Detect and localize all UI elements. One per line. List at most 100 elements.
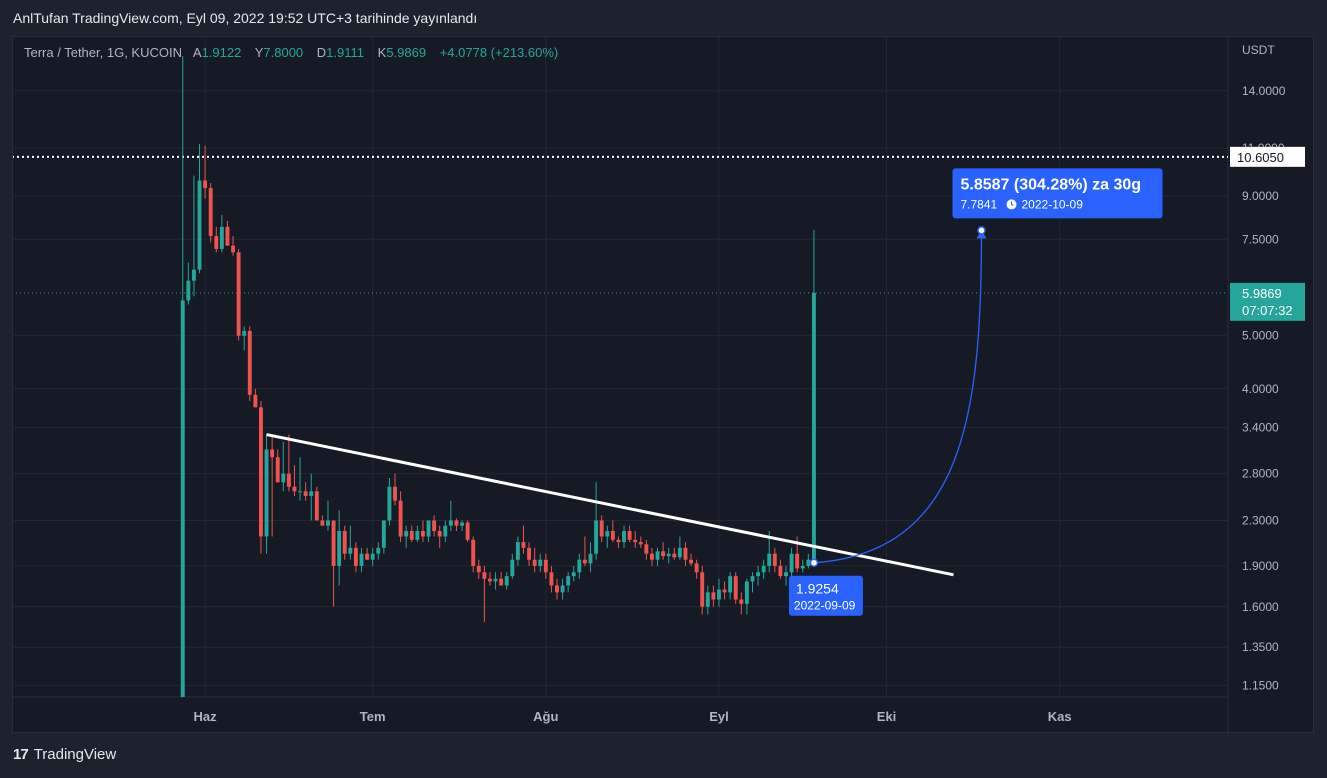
candle-body: [208, 188, 213, 237]
candle-body: [180, 300, 185, 697]
candle-body: [594, 520, 599, 554]
x-tick-label: Haz: [194, 709, 218, 724]
candle-body: [627, 531, 632, 540]
candle-body: [711, 592, 716, 600]
candle-body: [460, 522, 464, 526]
candle-body: [309, 491, 314, 496]
publish-caption: AnlTufan TradingView.com, Eyl 09, 2022 1…: [13, 10, 478, 26]
candle-body: [286, 473, 291, 487]
candle-body: [393, 486, 397, 501]
projection-start-date: 2022-09-09: [794, 599, 856, 613]
plot-area: [13, 56, 1228, 697]
candle-body: [303, 491, 308, 496]
candle-body: [376, 547, 381, 554]
projection-start-value: 1.9254: [796, 581, 839, 597]
y-tick-label: 14.0000: [1242, 84, 1286, 98]
current-price-value: 5.9869: [1242, 286, 1282, 301]
candle-body: [521, 542, 526, 548]
candle-body: [750, 576, 755, 582]
candle-body: [756, 572, 761, 577]
candle-body: [577, 559, 582, 573]
candle-body: [203, 180, 208, 189]
candle-body: [437, 531, 442, 537]
candle-body: [588, 553, 593, 564]
x-tick-label: Eyl: [709, 709, 729, 724]
candle-body: [476, 565, 481, 573]
candle-body: [638, 542, 643, 545]
candle-body: [443, 525, 448, 537]
candle-body: [649, 553, 654, 560]
candle-body: [784, 572, 788, 577]
candle-body: [644, 544, 649, 554]
legend-symbol: Terra / Tether, 1G, KUCOIN: [24, 45, 182, 60]
candle-body: [622, 531, 626, 543]
candle-body: [197, 180, 202, 270]
candle-body: [448, 520, 453, 526]
chart-legend: Terra / Tether, 1G, KUCOIN A1.9122 Y7.80…: [24, 45, 568, 60]
price-level-tag-text: 10.6050: [1237, 150, 1284, 165]
candle-body: [555, 585, 559, 593]
candle-body: [359, 553, 364, 566]
x-tick-label: Eki: [877, 709, 897, 724]
legend-high-label: Y: [254, 45, 264, 60]
projection-start-box: [788, 575, 863, 616]
y-tick-label: 1.1500: [1242, 678, 1279, 692]
y-tick-label: 3.4000: [1242, 420, 1279, 434]
candle-body: [320, 520, 325, 526]
candle-body: [281, 473, 286, 483]
candle-body: [231, 245, 235, 253]
y-tick-label: 4.0000: [1242, 382, 1279, 396]
y-tick-label: 9.0000: [1242, 189, 1279, 203]
candle-body: [767, 553, 772, 566]
x-tick-label: Kas: [1048, 709, 1072, 724]
projection-box-date: 2022-10-09: [1022, 197, 1084, 211]
tradingview-brand[interactable]: 17 TradingView: [13, 746, 116, 763]
candle-body: [744, 581, 749, 604]
currency-label: USDT: [1242, 43, 1275, 57]
candle-body: [488, 578, 492, 582]
candle-body: [683, 547, 688, 560]
candle-body: [772, 553, 777, 566]
candle-body: [672, 553, 677, 558]
candle-body: [275, 457, 280, 483]
candle-body: [571, 572, 576, 577]
y-tick-label: 1.3500: [1242, 640, 1279, 654]
candle-body: [778, 565, 783, 577]
candle-body: [599, 520, 604, 537]
candle-body: [270, 449, 275, 458]
tradingview-logo-icon: 17: [13, 746, 29, 763]
chart-frame: [12, 36, 1314, 733]
projection-box-bg: [952, 168, 1163, 219]
candle-body: [633, 539, 638, 543]
candle-body: [733, 576, 738, 600]
candle-body: [426, 520, 431, 537]
candle-body: [694, 563, 699, 573]
candle-body: [225, 226, 230, 246]
candle-body: [806, 559, 811, 566]
candle-body: [616, 539, 621, 543]
candle-body: [348, 547, 353, 554]
legend-open-label: A: [192, 45, 202, 60]
candle-body: [661, 551, 666, 557]
candle-body: [689, 559, 694, 564]
clock-hands: [1011, 201, 1014, 206]
candle-body: [247, 331, 252, 395]
projection-info-box: 5.8587 (304.28%) za 30g 7.7841 2022-10-09: [952, 168, 1163, 219]
candle-body: [610, 531, 615, 540]
candle-body: [471, 539, 476, 566]
candle-body: [605, 531, 610, 537]
candle-body: [331, 520, 336, 566]
candle-body: [381, 520, 386, 548]
y-tick-label: 7.5000: [1242, 232, 1279, 246]
candle-body: [415, 531, 420, 540]
candle-body: [538, 559, 543, 566]
projection-box-value: 7.7841: [961, 197, 998, 211]
legend-close-value: 5.9869: [386, 45, 427, 60]
candle-body: [465, 522, 470, 540]
y-tick-label: 5.0000: [1242, 329, 1279, 343]
candle-body: [655, 551, 660, 560]
candle-body: [700, 572, 705, 607]
candle-body: [370, 553, 375, 560]
candle-body: [326, 520, 330, 526]
